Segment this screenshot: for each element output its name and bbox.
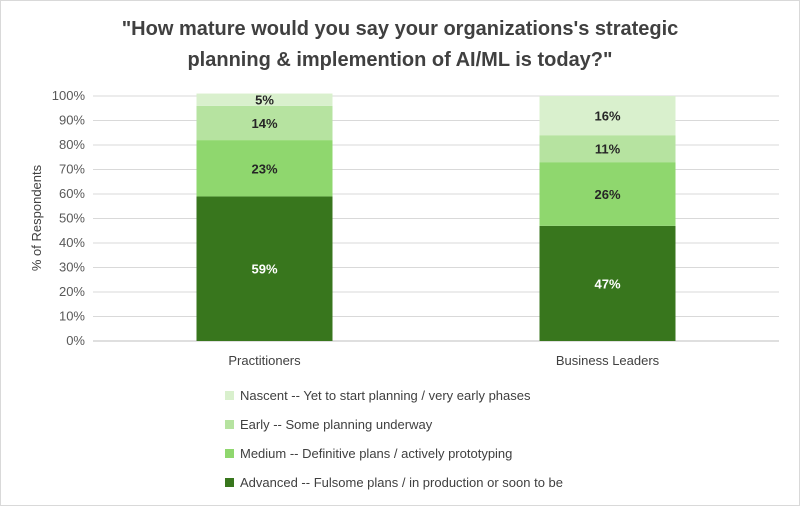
bar-segment	[539, 96, 676, 136]
legend-swatch	[225, 420, 234, 429]
chart-title-line-2: planning & implemention of AI/ML is toda…	[187, 49, 612, 71]
y-tick-label: 40%	[59, 235, 85, 250]
data-label: 5%	[255, 93, 274, 108]
legend-entry-label: Nascent -- Yet to start planning / very …	[240, 388, 531, 403]
y-tick-label: 20%	[59, 284, 85, 299]
bar-segment	[539, 162, 676, 226]
data-labels: 59% 23% 14% 5% 47% 26% 11% 16%	[251, 93, 620, 292]
legend-swatch	[225, 449, 234, 458]
y-tick-label: 30%	[59, 260, 85, 275]
legend-entry-label: Advanced -- Fulsome plans / in productio…	[240, 475, 563, 490]
y-tick-label: 60%	[59, 186, 85, 201]
bar-segment	[539, 135, 676, 163]
data-label: 26%	[594, 187, 620, 202]
data-label: 11%	[595, 142, 621, 157]
y-tick-label: 50%	[59, 211, 85, 226]
y-tick-label: 80%	[59, 137, 85, 152]
x-category-label: Practitioners	[228, 353, 301, 368]
chart-title-line-1: "How mature would you say your organizat…	[122, 18, 679, 40]
y-axis-tick-labels: 0% 10% 20% 30% 40% 50% 60% 70% 80% 90% 100%	[52, 88, 86, 348]
bars	[196, 93, 676, 341]
data-label: 23%	[251, 161, 277, 176]
x-category-label: Business Leaders	[556, 353, 660, 368]
bar-segment	[196, 140, 333, 197]
bar-segment	[196, 105, 333, 141]
legend-entry-label: Medium -- Definitive plans / actively pr…	[240, 446, 512, 461]
y-tick-label: 0%	[66, 333, 85, 348]
y-axis-title: % of Respondents	[29, 164, 44, 271]
y-tick-label: 70%	[59, 162, 85, 177]
legend-entry-label: Early -- Some planning underway	[240, 417, 433, 432]
bar-segment	[196, 93, 333, 106]
bar-segment	[539, 225, 676, 341]
data-label: 47%	[594, 276, 620, 291]
gridlines	[93, 95, 779, 342]
legend-swatch	[225, 478, 234, 487]
y-tick-label: 90%	[59, 113, 85, 128]
data-label: 14%	[251, 116, 277, 131]
y-tick-label: 10%	[59, 309, 85, 324]
bar-segment	[196, 196, 333, 341]
legend: Nascent -- Yet to start planning / very …	[225, 388, 563, 490]
y-tick-label: 100%	[52, 88, 86, 103]
legend-swatch	[225, 391, 234, 400]
data-label: 59%	[251, 262, 277, 277]
x-axis-category-labels: Practitioners Business Leaders	[228, 353, 659, 368]
data-label: 16%	[594, 109, 620, 124]
